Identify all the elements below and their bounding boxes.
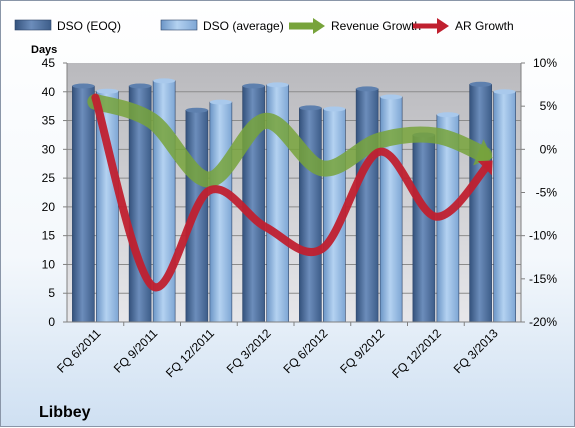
y-tick-label: 20 [42, 200, 56, 214]
bar-dso-eoq [355, 88, 379, 323]
x-tick-label: FQ 3/2013 [451, 326, 501, 376]
y-tick-label: 40 [42, 85, 56, 99]
y-tick-label: 5 [48, 286, 55, 300]
y2-tick-label: -5% [536, 186, 558, 200]
bar-cap [380, 94, 403, 100]
legend-swatch-dso-average- [160, 19, 198, 31]
legend-arrow-revenue-growth [313, 18, 325, 34]
bar-dso-eoq [299, 107, 322, 323]
revenue-growth-arrowhead [473, 139, 493, 166]
y-tick-label: 35 [42, 114, 56, 128]
bar-cap [96, 88, 119, 94]
y2-tick-label: 10% [533, 56, 557, 70]
legend-label-dso-eoq-: DSO (EOQ) [57, 19, 121, 33]
y-axis-title: Days [31, 44, 57, 56]
bar-cap [266, 82, 289, 88]
x-tick-label: FQ 12/2011 [163, 326, 217, 380]
bar-cap [209, 99, 232, 105]
bar-cap [323, 106, 346, 112]
legend-label-revenue-growth: Revenue Growth [331, 19, 421, 33]
bar-dso-eoq [469, 83, 492, 323]
bar-cap [436, 112, 459, 118]
legend-label-dso-average-: DSO (average) [203, 19, 284, 33]
company-name: Libbey [39, 404, 91, 421]
bar-dso-average [493, 91, 516, 323]
x-axis-ticks: FQ 6/2011 FQ 9/2011 FQ 12/2011 FQ 3/2012 FQ … [54, 322, 501, 381]
y2-tick-label: -15% [529, 272, 557, 286]
y-tick-label: 15 [42, 229, 56, 243]
trend-lines [87, 93, 493, 292]
x-tick-label: FQ 12/2012 [389, 326, 444, 381]
x-tick-label: FQ 3/2012 [224, 326, 274, 376]
y2-tick-label: 0% [540, 142, 558, 156]
bar-dso-average [209, 101, 233, 323]
legend-arrow-ar-growth [437, 18, 449, 34]
y2-tick-label: -10% [529, 229, 557, 243]
y-tick-label: 45 [42, 56, 56, 70]
bar-dso-eoq [72, 85, 95, 323]
y-axis-ticks: 0 5 10 15 20 25 30 35 40 45 [42, 56, 67, 329]
y2-tick-label: -20% [529, 315, 557, 329]
y-tick-label: 30 [42, 142, 56, 156]
bar-cap [493, 89, 516, 95]
bar-cap [72, 83, 95, 89]
bar-cap [299, 105, 322, 111]
y2-tick-label: 5% [540, 99, 558, 113]
revenue-growth-line [87, 93, 493, 188]
y-tick-label: 0 [48, 315, 55, 329]
ar-growth-line [91, 93, 492, 292]
y2-axis-ticks: -20% -15% -10% -5% 0% 5% 10% [521, 56, 557, 329]
bar-cap [242, 83, 265, 89]
bar-dso-eoq [412, 134, 436, 323]
y-tick-label: 10 [42, 257, 56, 271]
y-tick-label: 25 [42, 171, 56, 185]
bar-cap [356, 86, 379, 92]
x-tick-label: FQ 9/2012 [337, 326, 387, 376]
legend-swatch-dso-eoq- [14, 19, 52, 31]
bar-cap [153, 78, 176, 84]
bar-cap [185, 107, 208, 113]
x-tick-label: FQ 6/2011 [54, 326, 104, 376]
x-tick-label: FQ 6/2012 [281, 326, 331, 376]
legend-label-ar-growth: AR Growth [455, 19, 514, 33]
x-tick-label: FQ 9/2011 [111, 326, 161, 376]
legend: DSO (EOQ) DSO (average) Revenue Growth AR G… [14, 18, 514, 34]
ar-growth-arrowhead [477, 160, 493, 176]
bar-cap [469, 81, 492, 87]
bar-cap [129, 83, 152, 89]
